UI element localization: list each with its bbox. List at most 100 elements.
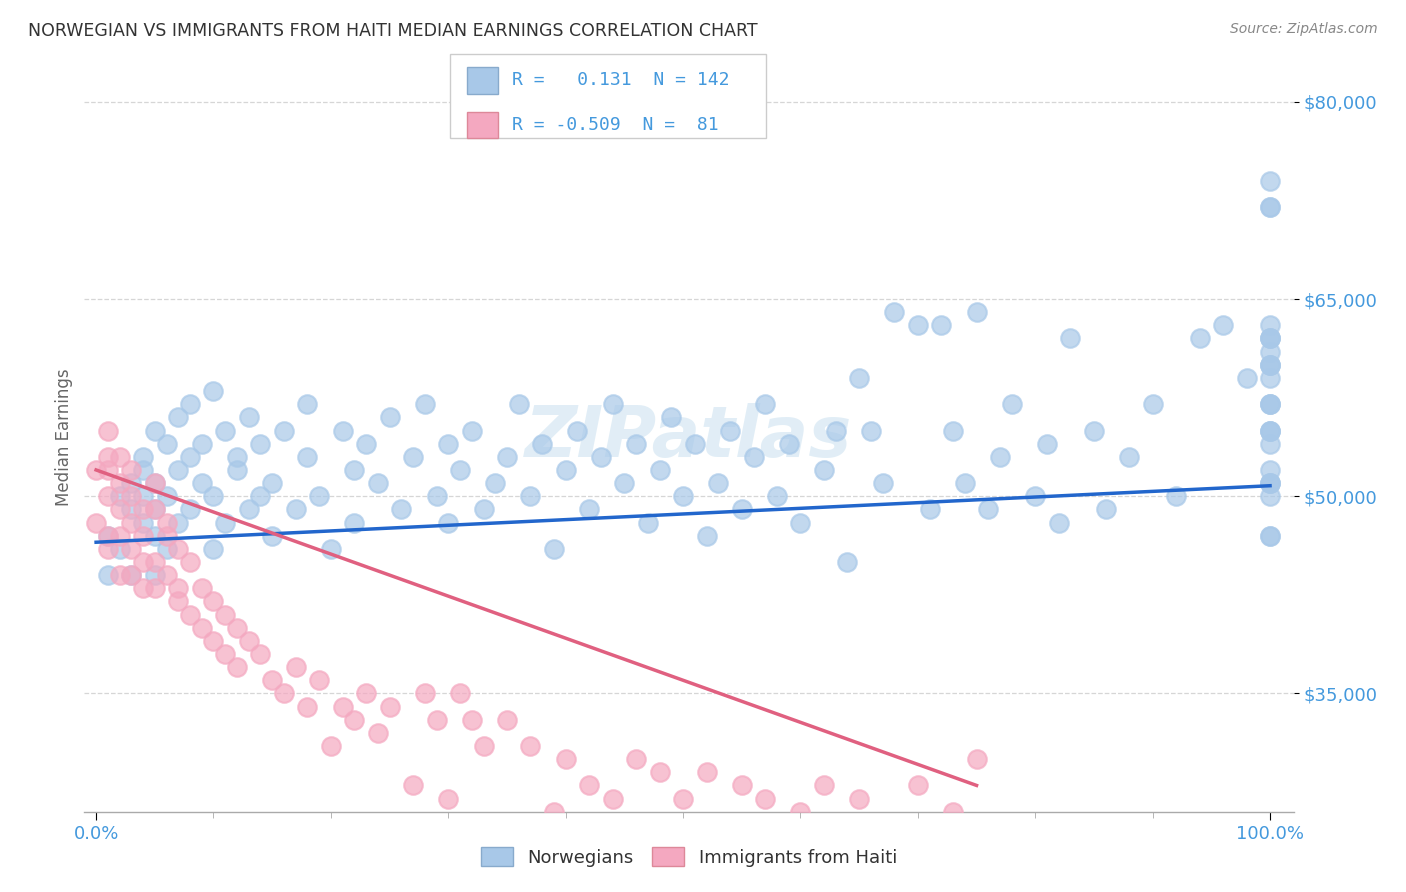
Point bbox=[120, 476, 142, 491]
Point bbox=[238, 502, 260, 516]
Point bbox=[1258, 358, 1281, 372]
Point bbox=[367, 476, 389, 491]
Point bbox=[167, 516, 190, 530]
Point bbox=[907, 318, 929, 333]
Point bbox=[624, 436, 647, 450]
Point bbox=[554, 752, 576, 766]
Point bbox=[179, 607, 201, 622]
Point bbox=[1236, 371, 1258, 385]
Point bbox=[1258, 318, 1281, 333]
Point bbox=[190, 436, 212, 450]
Point bbox=[108, 541, 131, 556]
Point bbox=[918, 502, 941, 516]
Point bbox=[238, 633, 260, 648]
Point bbox=[1258, 331, 1281, 345]
Point bbox=[578, 502, 600, 516]
Point bbox=[624, 752, 647, 766]
Text: ZIPatlas: ZIPatlas bbox=[526, 402, 852, 472]
Point bbox=[953, 476, 976, 491]
Point bbox=[120, 568, 142, 582]
Point bbox=[1258, 331, 1281, 345]
Point bbox=[496, 450, 519, 464]
Point bbox=[143, 581, 166, 595]
Point bbox=[343, 463, 366, 477]
Point bbox=[249, 647, 271, 661]
Point bbox=[1258, 489, 1281, 503]
Point bbox=[97, 424, 120, 438]
Point bbox=[155, 489, 177, 503]
Point bbox=[284, 502, 307, 516]
Point bbox=[1258, 397, 1281, 411]
Point bbox=[1258, 424, 1281, 438]
Point bbox=[97, 541, 120, 556]
Point bbox=[731, 779, 754, 793]
Point bbox=[413, 686, 436, 700]
Point bbox=[907, 779, 929, 793]
Point bbox=[508, 397, 530, 411]
Point bbox=[402, 450, 425, 464]
Point bbox=[1258, 344, 1281, 359]
Point bbox=[837, 555, 859, 569]
Point bbox=[848, 791, 870, 805]
Point bbox=[1258, 174, 1281, 188]
Point bbox=[754, 791, 776, 805]
Point bbox=[648, 765, 671, 780]
Text: NORWEGIAN VS IMMIGRANTS FROM HAITI MEDIAN EARNINGS CORRELATION CHART: NORWEGIAN VS IMMIGRANTS FROM HAITI MEDIA… bbox=[28, 22, 758, 40]
Point bbox=[1166, 489, 1188, 503]
Point bbox=[977, 502, 1000, 516]
Point bbox=[143, 502, 166, 516]
Point bbox=[484, 476, 506, 491]
Point bbox=[1258, 200, 1281, 214]
Text: Source: ZipAtlas.com: Source: ZipAtlas.com bbox=[1230, 22, 1378, 37]
Point bbox=[132, 581, 155, 595]
Point bbox=[202, 633, 225, 648]
Point bbox=[332, 424, 354, 438]
Point bbox=[848, 371, 870, 385]
Point bbox=[1083, 424, 1105, 438]
Point bbox=[155, 436, 177, 450]
Point bbox=[413, 397, 436, 411]
Point bbox=[1258, 358, 1281, 372]
Point bbox=[742, 450, 765, 464]
Point bbox=[519, 489, 541, 503]
Point bbox=[226, 450, 249, 464]
Point bbox=[132, 502, 155, 516]
Point bbox=[1047, 516, 1070, 530]
Point bbox=[319, 541, 342, 556]
Point bbox=[472, 739, 495, 753]
Point bbox=[1024, 489, 1046, 503]
Point bbox=[966, 752, 988, 766]
Point bbox=[554, 463, 576, 477]
Point bbox=[262, 529, 284, 543]
Point bbox=[1118, 450, 1140, 464]
Point bbox=[437, 516, 460, 530]
Point bbox=[425, 713, 447, 727]
Point bbox=[354, 436, 377, 450]
Point bbox=[1258, 424, 1281, 438]
Point bbox=[883, 305, 905, 319]
Point bbox=[754, 397, 776, 411]
Point bbox=[1059, 331, 1081, 345]
Legend: Norwegians, Immigrants from Haiti: Norwegians, Immigrants from Haiti bbox=[474, 840, 904, 874]
Point bbox=[143, 568, 166, 582]
Point bbox=[543, 541, 565, 556]
Point bbox=[214, 607, 236, 622]
Point bbox=[389, 502, 412, 516]
Point bbox=[872, 476, 894, 491]
Point bbox=[789, 516, 811, 530]
Point bbox=[143, 502, 166, 516]
Point bbox=[97, 489, 120, 503]
Point bbox=[1258, 476, 1281, 491]
Point bbox=[567, 424, 589, 438]
Point bbox=[167, 410, 190, 425]
Point bbox=[707, 476, 730, 491]
Point bbox=[132, 489, 155, 503]
Point bbox=[143, 476, 166, 491]
Point bbox=[214, 516, 236, 530]
Point bbox=[367, 726, 389, 740]
Point bbox=[132, 463, 155, 477]
Point bbox=[202, 541, 225, 556]
Point bbox=[132, 555, 155, 569]
Point bbox=[931, 318, 953, 333]
Point bbox=[120, 516, 142, 530]
